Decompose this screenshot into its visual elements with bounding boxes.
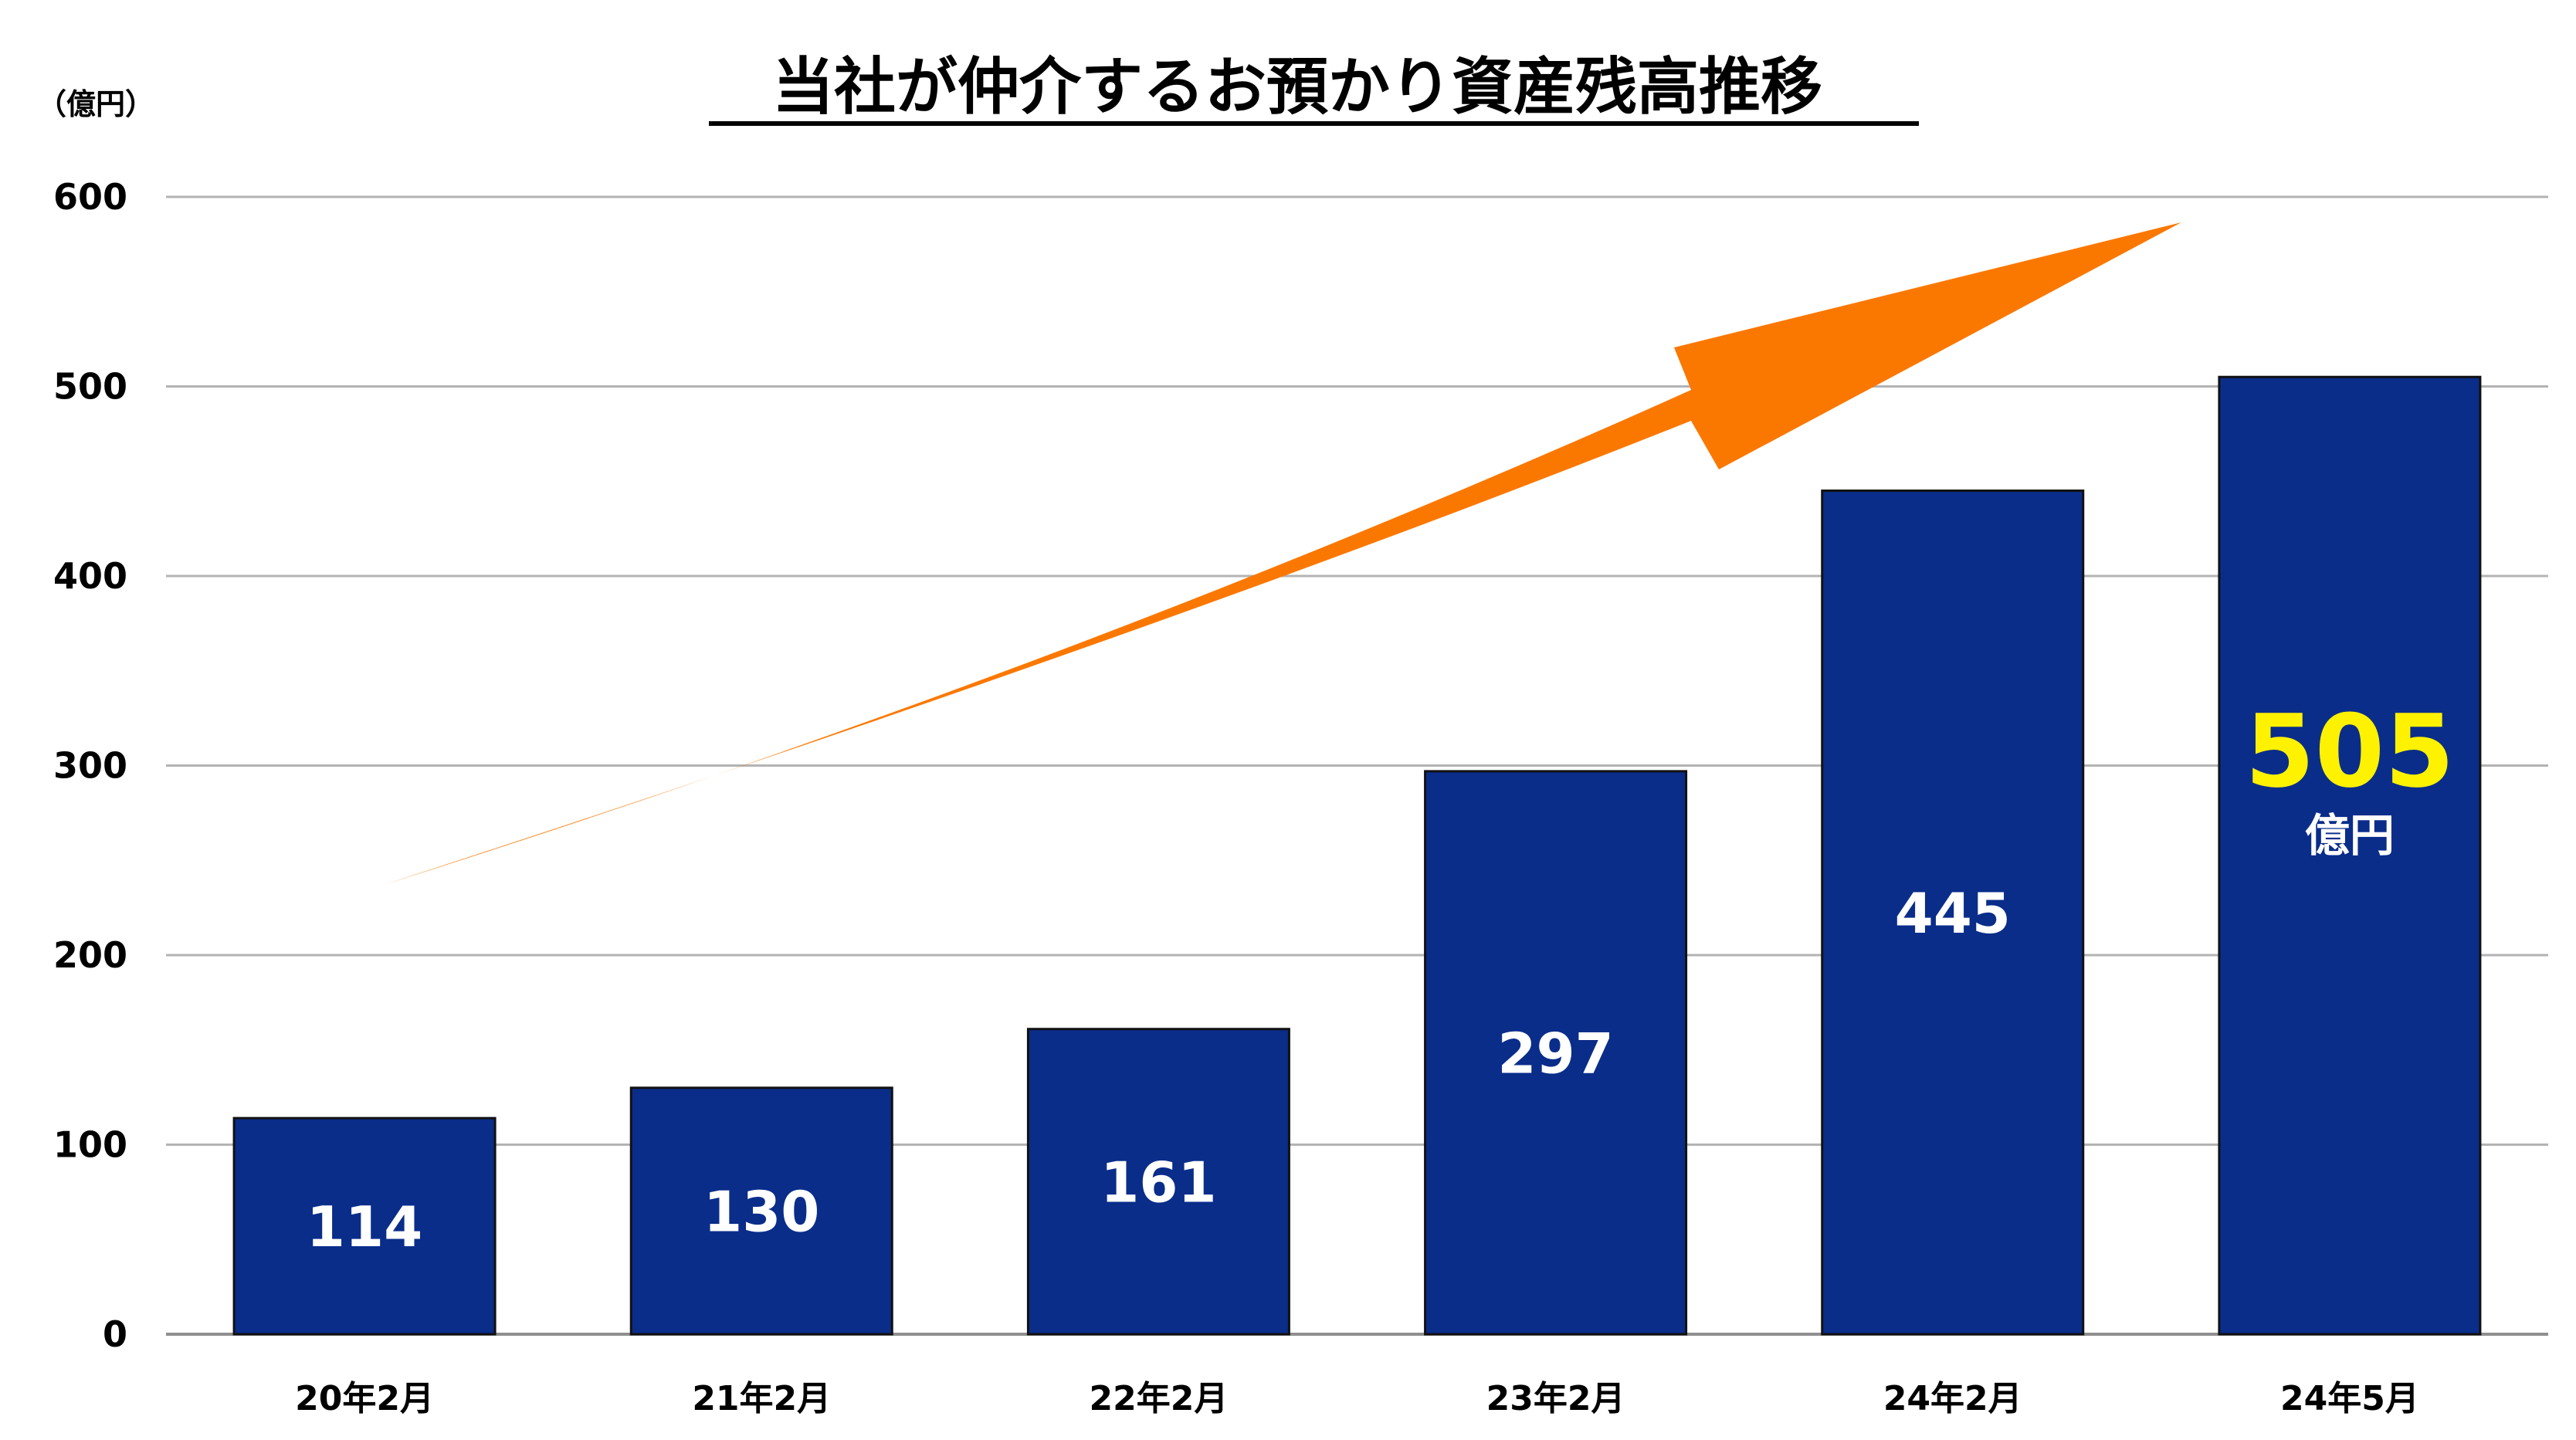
y-axis-ticks: 0 100 200 300 400 500 600 — [53, 176, 127, 1355]
bar — [1424, 770, 1688, 1336]
x-category-label: 24年2月 — [1883, 1379, 2022, 1418]
y-tick-label: 300 — [53, 745, 127, 787]
y-tick-label: 600 — [53, 176, 127, 218]
bars — [232, 375, 2482, 1336]
x-category-label: 24年5月 — [2280, 1379, 2419, 1418]
bar — [629, 1086, 893, 1336]
bar — [232, 1116, 497, 1336]
trend-arrow — [386, 222, 2181, 884]
unit-label: （億円） — [37, 87, 154, 121]
y-tick-label: 200 — [53, 934, 127, 976]
bar — [1821, 490, 2085, 1336]
data-label-highlight: 505 — [2245, 693, 2454, 810]
bar — [2218, 375, 2482, 1336]
y-tick-label: 0 — [103, 1313, 127, 1355]
gridlines — [166, 195, 2548, 1336]
y-tick-label: 500 — [53, 366, 127, 408]
chart-title: 当社が仲介するお預かり資産残高推移 — [772, 51, 1822, 123]
x-axis-categories: 20年2月 21年2月 22年2月 23年2月 24年2月 24年5月 — [295, 1379, 2419, 1418]
data-label: 114 — [307, 1194, 422, 1259]
x-category-label: 22年2月 — [1089, 1379, 1228, 1418]
x-category-label: 20年2月 — [295, 1379, 434, 1418]
data-label: 297 — [1497, 1021, 1613, 1086]
data-label: 130 — [703, 1179, 819, 1244]
data-label: 161 — [1100, 1150, 1216, 1215]
bar — [1026, 1028, 1290, 1336]
data-label-unit: 億円 — [2305, 809, 2395, 862]
y-tick-label: 400 — [53, 555, 127, 597]
x-category-label: 21年2月 — [692, 1379, 831, 1418]
data-label: 445 — [1895, 881, 2011, 946]
y-tick-label: 100 — [53, 1124, 127, 1166]
x-category-label: 23年2月 — [1486, 1379, 1625, 1418]
